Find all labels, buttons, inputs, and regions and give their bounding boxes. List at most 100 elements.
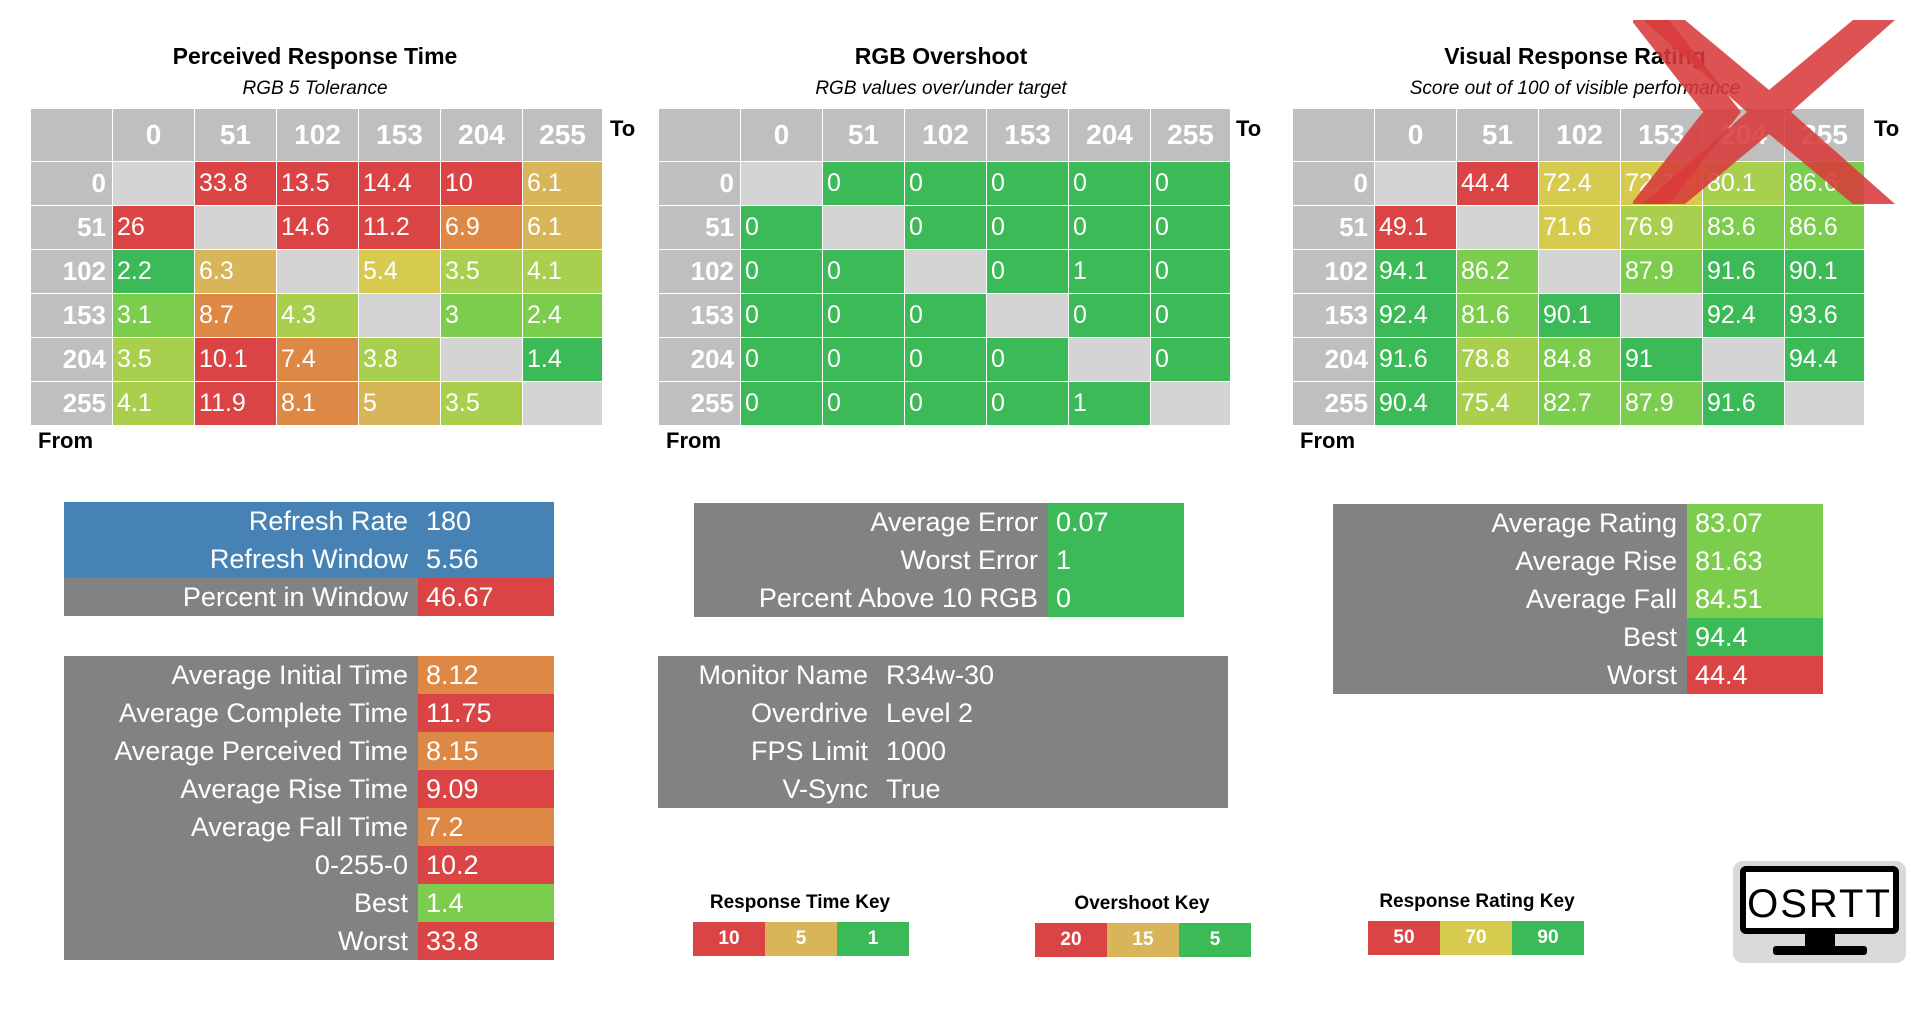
response-time-cell: 3.1 <box>112 293 195 338</box>
refresh-stat-row: Refresh Rate 180 <box>64 502 554 540</box>
timing-stat-row: 0-255-0 10.2 <box>64 846 554 884</box>
response-time-cell: 4.3 <box>276 293 359 338</box>
blank-cell <box>1538 249 1621 294</box>
key-swatch-red: 20 <box>1035 923 1107 957</box>
overshoot-cell: 1 <box>1068 381 1151 426</box>
timing-stat-label: Average Fall Time <box>64 808 418 846</box>
row-header: 255 <box>658 381 741 426</box>
blank-cell <box>740 161 823 206</box>
response-time-subtitle: RGB 5 Tolerance <box>242 78 388 99</box>
osrtt-logo: OSRTT <box>1733 861 1906 963</box>
overshoot-stat-label: Percent Above 10 RGB <box>694 579 1048 617</box>
timing-stat-value: 7.2 <box>418 808 554 846</box>
response-time-key-title: Response Time Key <box>709 892 891 913</box>
response-time-cell: 11.9 <box>194 381 277 426</box>
overshoot-stat-row: Worst Error 1 <box>694 541 1184 579</box>
blank-cell <box>112 161 195 206</box>
timing-stat-label: Average Complete Time <box>64 694 418 732</box>
overshoot-title: RGB Overshoot <box>854 43 1028 69</box>
timing-stat-label: Average Perceived Time <box>64 732 418 770</box>
row-header: 153 <box>30 293 113 338</box>
timing-stat-row: Average Initial Time 8.12 <box>64 656 554 694</box>
monitor-icon: OSRTT <box>1740 866 1899 955</box>
response-time-cell: 13.5 <box>276 161 359 206</box>
overshoot-cell: 0 <box>1150 249 1231 294</box>
overshoot-stats-panel: Average Error 0.07 Worst Error 1 Percent Abo… <box>694 503 1184 617</box>
response-time-cell: 14.4 <box>358 161 441 206</box>
rating-stat-value: 44.4 <box>1687 656 1823 694</box>
rating-cell: 76.9 <box>1620 205 1703 250</box>
rating-stat-label: Best <box>1333 618 1687 656</box>
response-time-cell: 2.2 <box>112 249 195 294</box>
table-row: 102 0 0 0 1 0 <box>658 249 1231 294</box>
overshoot-cell: 0 <box>986 161 1069 206</box>
overshoot-cell: 0 <box>740 249 823 294</box>
table-row: 255 4.1 11.9 8.1 5 3.5 <box>30 381 603 426</box>
column-header: 0 <box>740 108 823 162</box>
timing-stat-value: 1.4 <box>418 884 554 922</box>
row-header: 153 <box>658 293 741 338</box>
table-row: 51 0 0 0 0 0 <box>658 205 1231 250</box>
table-row: 204 91.6 78.8 84.8 91 94.4 <box>1292 337 1865 382</box>
overshoot-cell: 0 <box>986 337 1069 382</box>
response-time-cell: 3.8 <box>358 337 441 382</box>
overshoot-from-label: From <box>666 428 721 453</box>
rating-cell: 90.4 <box>1374 381 1457 426</box>
rating-cell: 72.4 <box>1538 161 1621 206</box>
timing-stat-row: Best 1.4 <box>64 884 554 922</box>
timing-stat-row: Average Rise Time 9.09 <box>64 770 554 808</box>
overshoot-cell: 0 <box>1068 293 1151 338</box>
column-header: 102 <box>1538 108 1621 162</box>
rating-key-title: Response Rating Key <box>1379 891 1575 912</box>
blank-cell <box>1620 293 1703 338</box>
monitor-info-label: Monitor Name <box>698 660 868 690</box>
blank-cell <box>986 293 1069 338</box>
key-swatch-green: 1 <box>837 922 909 956</box>
column-header: 204 <box>1068 108 1151 162</box>
overshoot-cell: 0 <box>904 161 987 206</box>
response-time-cell: 5.4 <box>358 249 441 294</box>
grid-corner <box>658 108 741 162</box>
rating-cell: 87.9 <box>1620 249 1703 294</box>
timing-stat-label: 0-255-0 <box>64 846 418 884</box>
rating-cell: 91.6 <box>1702 381 1785 426</box>
rating-cell: 81.6 <box>1456 293 1539 338</box>
key-swatch-red: 50 <box>1368 921 1440 955</box>
rating-cell: 92.4 <box>1702 293 1785 338</box>
row-header: 51 <box>30 205 113 250</box>
response-time-cell: 3.5 <box>112 337 195 382</box>
row-header: 0 <box>658 161 741 206</box>
rating-cell: 84.8 <box>1538 337 1621 382</box>
column-header: 102 <box>276 108 359 162</box>
key-swatch-tan: 15 <box>1107 923 1179 957</box>
timing-stats-panel: Average Initial Time 8.12 Average Complete… <box>64 656 554 960</box>
rating-cell: 75.4 <box>1456 381 1539 426</box>
response-time-cell: 14.6 <box>276 205 359 250</box>
rating-cell: 87.9 <box>1620 381 1703 426</box>
response-time-key: 10 5 1 <box>693 922 909 956</box>
timing-stat-row: Average Perceived Time 8.15 <box>64 732 554 770</box>
refresh-stat-value: 5.56 <box>418 540 554 578</box>
column-header: 204 <box>440 108 523 162</box>
monitor-info-value: R34w-30 <box>886 660 995 690</box>
timing-stat-row: Average Complete Time 11.75 <box>64 694 554 732</box>
overshoot-cell: 0 <box>986 205 1069 250</box>
table-row: 204 3.5 10.1 7.4 3.8 1.4 <box>30 337 603 382</box>
timing-stat-label: Average Rise Time <box>64 770 418 808</box>
rating-cell: 94.1 <box>1374 249 1457 294</box>
timing-stat-row: Worst 33.8 <box>64 922 554 960</box>
blank-cell <box>194 205 277 250</box>
overshoot-key-title: Overshoot Key <box>1074 893 1210 914</box>
blank-cell <box>276 249 359 294</box>
blank-cell <box>904 249 987 294</box>
overshoot-cell: 0 <box>822 381 905 426</box>
monitor-info-label: V-Sync <box>782 774 868 804</box>
response-time-cell: 6.1 <box>522 161 603 206</box>
overshoot-cell: 0 <box>1068 205 1151 250</box>
response-time-cell: 8.1 <box>276 381 359 426</box>
overshoot-cell: 0 <box>822 337 905 382</box>
blank-cell <box>358 293 441 338</box>
overshoot-cell: 0 <box>1150 337 1231 382</box>
monitor-info-row: V-Sync True <box>658 770 1228 808</box>
overshoot-stat-row: Percent Above 10 RGB 0 <box>694 579 1184 617</box>
